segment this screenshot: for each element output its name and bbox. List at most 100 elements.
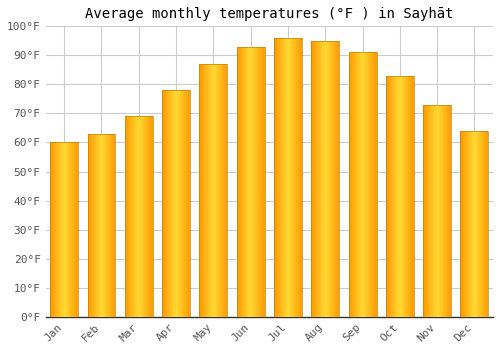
- Bar: [446, 105, 447, 317]
- Bar: [301, 38, 302, 317]
- Bar: [466, 131, 467, 317]
- Bar: [258, 47, 259, 317]
- Bar: [135, 116, 136, 317]
- Bar: [475, 131, 476, 317]
- Bar: [219, 64, 220, 317]
- Bar: [103, 134, 104, 317]
- Bar: [362, 52, 363, 317]
- Bar: [57, 142, 58, 317]
- Bar: [462, 131, 463, 317]
- Bar: [246, 47, 248, 317]
- Bar: [433, 105, 434, 317]
- Bar: [215, 64, 216, 317]
- Bar: [332, 41, 333, 317]
- Bar: [224, 64, 225, 317]
- Bar: [241, 47, 242, 317]
- Bar: [218, 64, 219, 317]
- Bar: [140, 116, 141, 317]
- Bar: [60, 142, 61, 317]
- Bar: [472, 131, 474, 317]
- Bar: [329, 41, 330, 317]
- Bar: [439, 105, 440, 317]
- Bar: [412, 76, 414, 317]
- Bar: [109, 134, 110, 317]
- Bar: [357, 52, 358, 317]
- Bar: [105, 134, 106, 317]
- Bar: [374, 52, 375, 317]
- Bar: [162, 90, 190, 317]
- Bar: [52, 142, 53, 317]
- Bar: [479, 131, 480, 317]
- Bar: [282, 38, 283, 317]
- Bar: [476, 131, 477, 317]
- Bar: [431, 105, 432, 317]
- Bar: [151, 116, 152, 317]
- Bar: [293, 38, 294, 317]
- Bar: [244, 47, 245, 317]
- Bar: [427, 105, 428, 317]
- Bar: [147, 116, 148, 317]
- Bar: [112, 134, 113, 317]
- Bar: [404, 76, 405, 317]
- Bar: [183, 90, 184, 317]
- Bar: [400, 76, 401, 317]
- Bar: [74, 142, 75, 317]
- Bar: [220, 64, 221, 317]
- Bar: [165, 90, 166, 317]
- Bar: [402, 76, 403, 317]
- Bar: [132, 116, 133, 317]
- Bar: [56, 142, 57, 317]
- Bar: [318, 41, 319, 317]
- Bar: [248, 47, 249, 317]
- Bar: [482, 131, 483, 317]
- Bar: [134, 116, 135, 317]
- Bar: [138, 116, 139, 317]
- Bar: [211, 64, 212, 317]
- Bar: [257, 47, 258, 317]
- Bar: [389, 76, 390, 317]
- Bar: [106, 134, 107, 317]
- Bar: [53, 142, 54, 317]
- Bar: [276, 38, 277, 317]
- Bar: [245, 47, 246, 317]
- Bar: [324, 41, 325, 317]
- Bar: [115, 134, 116, 317]
- Bar: [59, 142, 60, 317]
- Bar: [373, 52, 374, 317]
- Bar: [369, 52, 370, 317]
- Bar: [320, 41, 321, 317]
- Bar: [394, 76, 395, 317]
- Bar: [295, 38, 296, 317]
- Bar: [406, 76, 407, 317]
- Bar: [76, 142, 77, 317]
- Bar: [50, 142, 78, 317]
- Bar: [434, 105, 435, 317]
- Bar: [441, 105, 442, 317]
- Bar: [107, 134, 108, 317]
- Bar: [251, 47, 252, 317]
- Bar: [108, 134, 109, 317]
- Bar: [401, 76, 402, 317]
- Bar: [207, 64, 208, 317]
- Bar: [114, 134, 115, 317]
- Bar: [464, 131, 465, 317]
- Bar: [409, 76, 410, 317]
- Bar: [436, 105, 437, 317]
- Bar: [351, 52, 352, 317]
- Bar: [294, 38, 295, 317]
- Bar: [171, 90, 172, 317]
- Bar: [225, 64, 226, 317]
- Bar: [64, 142, 65, 317]
- Bar: [465, 131, 466, 317]
- Bar: [168, 90, 169, 317]
- Bar: [484, 131, 485, 317]
- Bar: [237, 47, 238, 317]
- Bar: [366, 52, 367, 317]
- Bar: [181, 90, 182, 317]
- Bar: [177, 90, 178, 317]
- Bar: [252, 47, 253, 317]
- Bar: [393, 76, 394, 317]
- Bar: [88, 134, 89, 317]
- Bar: [333, 41, 334, 317]
- Bar: [461, 131, 462, 317]
